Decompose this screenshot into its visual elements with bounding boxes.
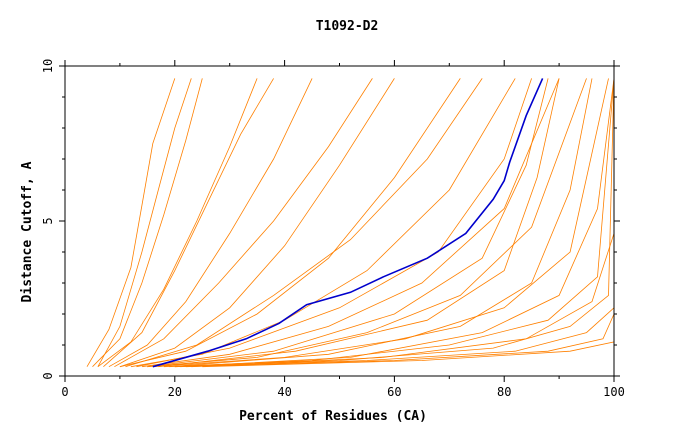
background-series-line-9 xyxy=(147,78,587,368)
background-series-group xyxy=(86,78,615,368)
background-series-line-25 xyxy=(191,78,615,368)
x-tick-label-20: 20 xyxy=(168,385,182,399)
background-series-line-4 xyxy=(108,78,313,368)
x-tick-label-40: 40 xyxy=(277,385,291,399)
plot-frame xyxy=(64,65,615,377)
background-series-line-19 xyxy=(125,78,483,368)
x-axis-label: Percent of Residues (CA) xyxy=(239,409,427,424)
highlight-series-group xyxy=(152,78,544,368)
background-series-line-24 xyxy=(180,78,615,368)
background-series-line-5 xyxy=(119,78,395,368)
background-series-line-16 xyxy=(97,78,192,367)
y-axis-label: Distance Cutoff, A xyxy=(20,161,35,302)
background-series-line-6 xyxy=(119,78,461,368)
y-tick-label-5: 5 xyxy=(41,217,55,224)
background-series-line-21 xyxy=(147,78,549,368)
x-tick-label-100: 100 xyxy=(603,385,625,399)
background-series-line-3 xyxy=(97,78,258,368)
x-axis-ticks: 0 20 40 60 80 100 xyxy=(61,60,625,399)
chart-title: T1092-D2 xyxy=(316,19,379,34)
background-series-line-1 xyxy=(86,78,176,367)
x-tick-label-60: 60 xyxy=(387,385,401,399)
background-series-line-10 xyxy=(152,78,609,368)
x-tick-label-0: 0 xyxy=(61,385,68,399)
background-series-line-11 xyxy=(163,78,615,368)
background-series-line-23 xyxy=(169,78,593,368)
background-series-line-2 xyxy=(92,78,203,367)
y-axis-ticks: 0 5 10 xyxy=(41,59,620,380)
background-series-line-7 xyxy=(130,78,516,368)
background-series-line-18 xyxy=(114,78,373,368)
background-series-line-12 xyxy=(174,78,615,368)
background-series-line-22 xyxy=(158,78,560,368)
background-series-line-8 xyxy=(141,78,560,368)
background-series-line-17 xyxy=(103,78,274,367)
highlight-series-line xyxy=(152,78,544,368)
background-series-line-20 xyxy=(136,78,532,368)
background-series-line-13 xyxy=(174,78,615,368)
background-series-line-15 xyxy=(202,78,615,368)
y-tick-label-0: 0 xyxy=(41,372,55,379)
y-tick-label-10: 10 xyxy=(41,59,55,73)
x-tick-label-80: 80 xyxy=(497,385,511,399)
